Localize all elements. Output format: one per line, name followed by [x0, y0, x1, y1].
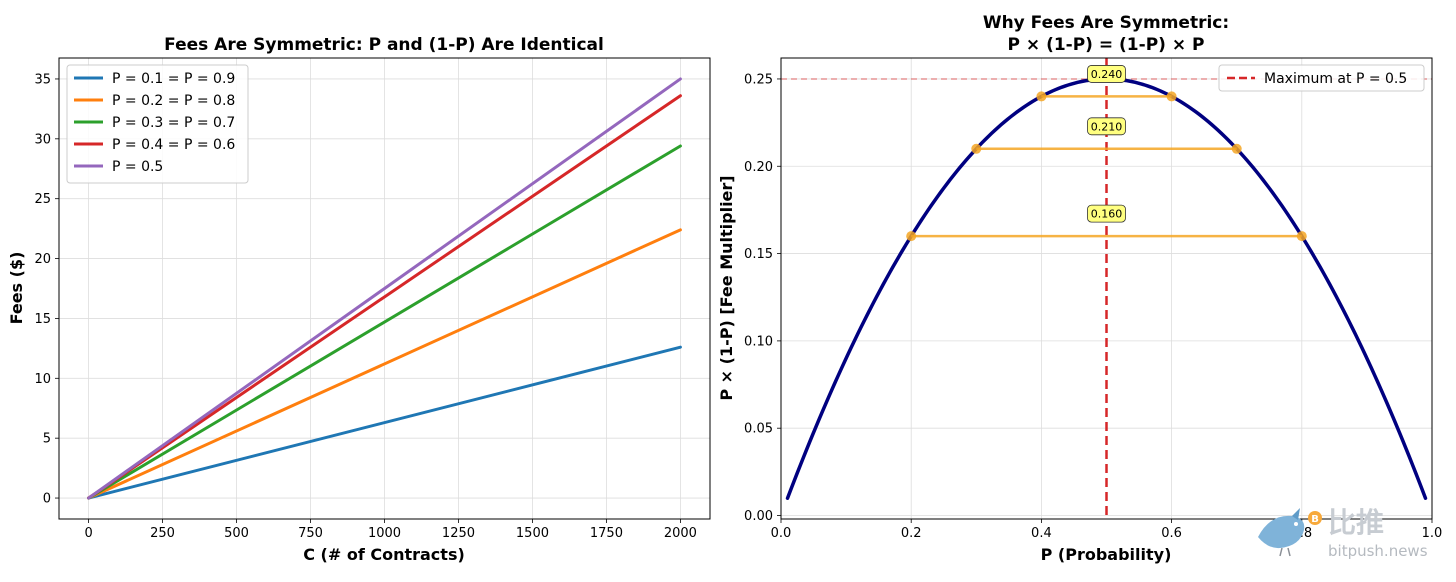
left-x-tick-label: 0	[84, 526, 92, 541]
legend-label-4: P = 0.4 = P = 0.6	[112, 137, 235, 153]
left-x-tick-label: 250	[150, 526, 175, 541]
pair-annotation-label-0-160: 0.160	[1091, 208, 1123, 221]
left-x-tick-label: 2000	[664, 526, 697, 541]
right-chart-title: Why Fees Are Symmetric:	[983, 13, 1229, 33]
right-x-tick-label: 1.0	[1422, 526, 1443, 541]
series-line-4	[87, 94, 682, 500]
pair-point-0-240-1	[1036, 91, 1047, 102]
right-legend: Maximum at P = 0.5	[1218, 64, 1425, 92]
pair-annotation-box-0-240	[1087, 65, 1126, 83]
pair-point-0-210-1	[971, 143, 982, 154]
watermark: B 比推 bitpush.news	[1258, 506, 1428, 560]
pair-point-0-240-2	[1166, 91, 1177, 102]
left-y-tick-label: 20	[34, 252, 51, 267]
right-y-tick-label: 0.15	[744, 247, 773, 262]
series-line-3	[87, 144, 682, 500]
pair-annotation-box-0-210	[1087, 117, 1126, 136]
left-x-tick-label: 500	[224, 526, 249, 541]
left-legend: P = 0.1 = P = 0.9 P = 0.2 = P = 0.8 P = 0.…	[66, 64, 249, 184]
series-line-5	[87, 77, 682, 500]
pair-point-0-210-2	[1231, 143, 1242, 154]
right-x-tick-label: 0.2	[901, 526, 922, 541]
left-y-tick-label: 30	[34, 132, 51, 147]
left-y-tick-label: 35	[34, 72, 51, 87]
right-chart: Why Fees Are Symmetric: P × (1-P) = (1-P…	[717, 13, 1442, 564]
svg-text:B: B	[1311, 514, 1319, 525]
left-chart-title: Fees Are Symmetric: P and (1-P) Are Iden…	[164, 35, 604, 55]
left-x-tick-label: 1000	[368, 526, 401, 541]
watermark-en: bitpush.news	[1328, 542, 1428, 560]
right-x-axis-label: P (Probability)	[1041, 545, 1172, 564]
pair-point-0-160-1	[906, 231, 917, 242]
right-legend-label: Maximum at P = 0.5	[1264, 71, 1407, 87]
right-chart-title-line2: P × (1-P) = (1-P) × P	[1008, 35, 1205, 55]
left-x-ticks: 0 250 500 750 1000 1250 1500 1750 2000	[84, 519, 697, 541]
right-plot-frame	[780, 57, 1433, 520]
pair-annotation-box-0-160	[1087, 204, 1126, 223]
right-symmetric-pairs: 0.240 0.210 0.160	[906, 65, 1307, 242]
right-y-tick-label: 0.25	[744, 72, 773, 87]
series-line-2	[87, 228, 682, 500]
left-x-tick-label: 1750	[590, 526, 623, 541]
left-y-tick-label: 15	[34, 312, 51, 327]
right-y-ticks: 0.00 0.05 0.10 0.15 0.20 0.25	[744, 72, 781, 524]
bird-logo-icon: B	[1258, 508, 1322, 557]
left-x-tick-label: 1500	[516, 526, 549, 541]
left-gridlines	[59, 58, 710, 519]
right-x-tick-label: 0.6	[1161, 526, 1182, 541]
left-x-tick-label: 750	[298, 526, 323, 541]
left-y-tick-label: 0	[43, 492, 51, 507]
legend-label-1: P = 0.1 = P = 0.9	[112, 71, 235, 87]
right-y-tick-label: 0.20	[744, 160, 773, 175]
series-line-1	[87, 345, 682, 500]
right-y-tick-label: 0.00	[744, 509, 773, 524]
right-y-tick-label: 0.05	[744, 422, 773, 437]
left-y-tick-label: 10	[34, 372, 51, 387]
right-x-tick-label: 0.4	[1031, 526, 1052, 541]
pair-annotation-label-0-210: 0.210	[1091, 120, 1123, 133]
pair-point-0-160-2	[1296, 231, 1307, 242]
right-x-tick-label: 0.0	[771, 526, 792, 541]
left-y-axis-label: Fees ($)	[7, 252, 26, 325]
watermark-cn: 比推	[1328, 506, 1384, 539]
left-series-lines	[87, 77, 682, 500]
right-y-axis-label: P × (1-P) [Fee Multiplier]	[717, 175, 736, 400]
left-legend-box	[66, 64, 249, 184]
left-y-tick-label: 25	[34, 192, 51, 207]
pair-annotation-label-0-240: 0.240	[1091, 68, 1123, 81]
right-y-tick-label: 0.10	[744, 334, 773, 349]
left-x-tick-label: 1250	[442, 526, 475, 541]
left-y-ticks: 0 5 10 15 20 25 30 35	[34, 72, 59, 507]
right-legend-box	[1218, 64, 1425, 92]
left-chart: Fees Are Symmetric: P and (1-P) Are Iden…	[7, 35, 711, 564]
left-y-tick-label: 5	[43, 432, 51, 447]
legend-label-3: P = 0.3 = P = 0.7	[112, 115, 235, 131]
legend-label-5: P = 0.5	[112, 159, 163, 175]
left-x-axis-label: C (# of Contracts)	[303, 545, 465, 564]
legend-label-2: P = 0.2 = P = 0.8	[112, 93, 235, 109]
